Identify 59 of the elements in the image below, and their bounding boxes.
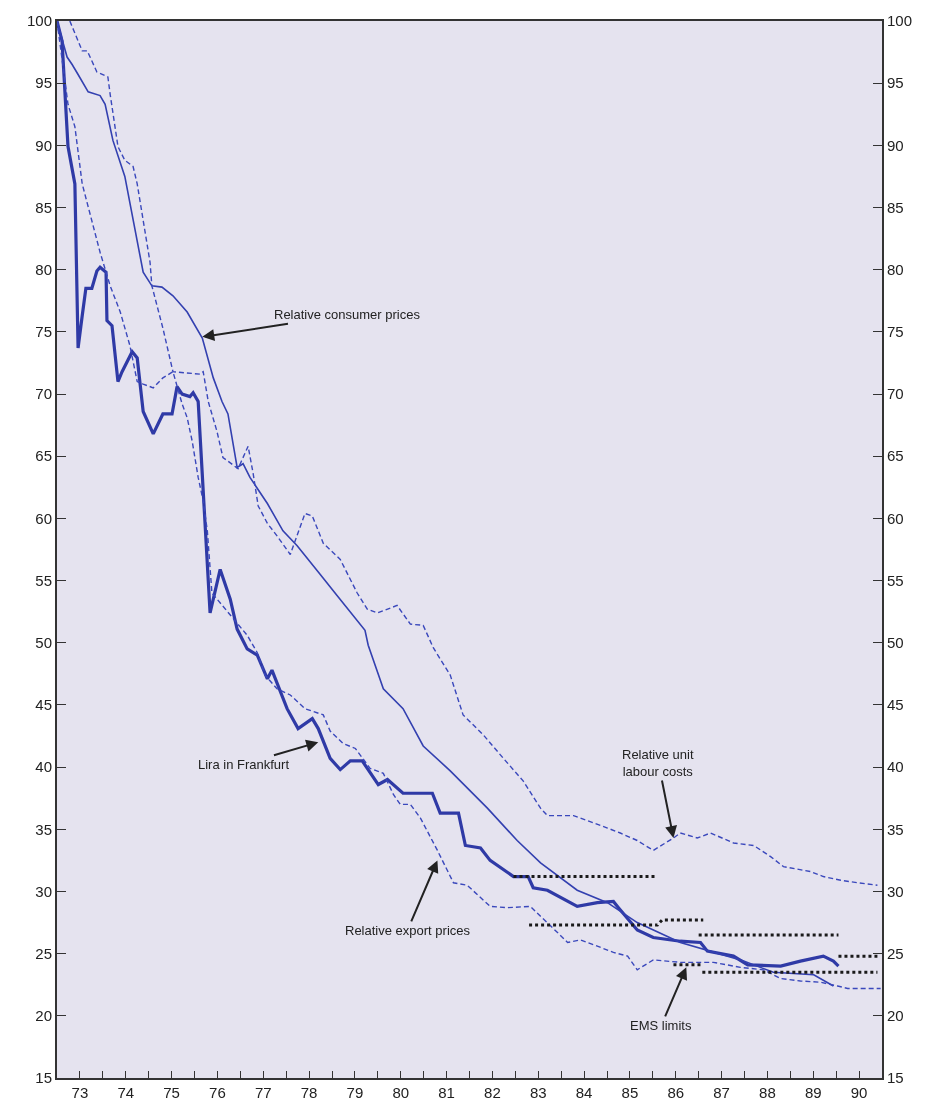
y2-tick-label: 95 [887,74,904,92]
y2-tick-label: 80 [887,260,904,278]
y-tick-label: 30 [35,882,52,900]
y2-tick-label: 45 [887,696,904,714]
x-tick-label: 76 [209,1084,226,1101]
y-tick-label: 100 [26,12,52,30]
y2-tick-label: 100 [887,12,913,30]
x-tick-label: 74 [117,1084,135,1101]
y-tick-label: 85 [35,198,52,216]
x-tick-label: 85 [621,1084,639,1101]
y-tick-label: 60 [35,509,52,527]
x-tick-label: 78 [300,1084,318,1101]
x-tick-label: 80 [392,1084,410,1101]
y2-tick-label: 90 [887,136,904,154]
y-tick-label: 70 [35,385,52,403]
y-tick-label: 35 [35,820,52,838]
x-tick-label: 83 [529,1084,547,1101]
x-tick-label: 87 [713,1084,730,1101]
y-tick-label: 90 [35,136,52,154]
y2-tick-label: 70 [887,385,904,403]
y-tick-label: 95 [35,74,52,92]
annotation: Relative unit labour costs [622,747,694,779]
x-tick-label: 75 [163,1084,180,1101]
x-tick-label: 79 [346,1084,364,1101]
annotation: EMS limits [630,1018,692,1033]
x-tick-label: 86 [667,1084,685,1101]
y-tick-label: 50 [35,634,52,652]
y-tick-label: 25 [35,944,52,962]
annotation: Relative consumer prices [274,307,421,322]
y-tick-label: 65 [35,447,52,465]
y2-tick-label: 20 [887,1007,904,1025]
x-tick-label: 82 [484,1084,501,1101]
y-tick-label: 40 [35,758,52,776]
y-tick-label: 15 [35,1069,52,1087]
y2-tick-label: 75 [887,323,904,341]
y2-tick-label: 50 [887,634,904,652]
y2-tick-label: 60 [887,509,904,527]
x-tick-label: 81 [438,1084,455,1101]
y2-tick-label: 40 [887,758,904,776]
x-tick-label: 89 [804,1084,822,1101]
y2-tick-label: 35 [887,820,904,838]
y-tick-label: 75 [35,323,52,341]
annotation: Lira in Frankfurt [198,757,290,772]
y2-tick-label: 55 [887,571,904,589]
x-tick-label: 90 [850,1084,868,1101]
y2-tick-label: 85 [887,198,904,216]
annotation: Relative export prices [345,923,471,938]
y2-tick-label: 25 [887,944,904,962]
y2-tick-label: 15 [887,1069,904,1087]
y-tick-label: 55 [35,571,52,589]
y-tick-label: 80 [35,260,52,278]
x-tick-label: 73 [71,1084,89,1101]
x-tick-label: 88 [759,1084,776,1101]
y2-tick-label: 30 [887,882,904,900]
x-tick-label: 77 [254,1084,272,1101]
y2-tick-label: 65 [887,447,904,465]
y-tick-label: 45 [35,696,52,714]
y-tick-label: 20 [35,1007,52,1025]
x-tick-label: 84 [575,1084,593,1101]
